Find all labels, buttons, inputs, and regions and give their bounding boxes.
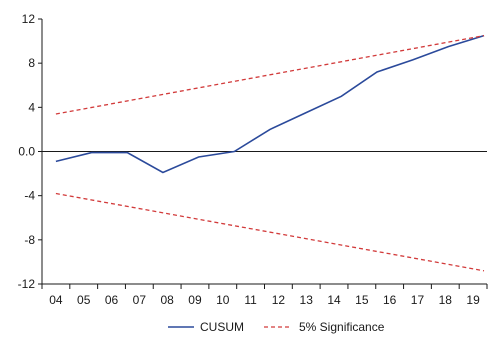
legend-label-cusum: CUSUM [200, 320, 244, 334]
y-tick-label: 12 [22, 12, 36, 26]
y-tick-label: -8 [24, 233, 35, 247]
y-tick-label: 8 [28, 56, 35, 70]
x-tick-label: 07 [133, 293, 147, 307]
x-tick-label: 11 [244, 293, 257, 307]
x-tick-label: 15 [355, 293, 369, 307]
series-line-significance [55, 192, 485, 272]
x-tick-label: 05 [77, 293, 91, 307]
x-tick-label: 06 [105, 293, 119, 307]
x-tick-label: 18 [439, 293, 453, 307]
x-tick-label: 19 [466, 293, 480, 307]
series-line-significance [55, 34, 485, 115]
y-tick-label: 0.0 [18, 145, 35, 159]
series-line-cusum [55, 34, 485, 174]
x-tick-label: 17 [411, 293, 425, 307]
x-tick-label: 04 [49, 293, 63, 307]
series-layer [55, 34, 485, 272]
legend-label-significance: 5% Significance [299, 320, 385, 334]
x-tick-label: 09 [188, 293, 202, 307]
x-tick-label: 13 [300, 293, 314, 307]
y-tick-label: -4 [24, 189, 35, 203]
axes: 12 8 4 0.0 -4 -8 -12 04 05 06 07 08 09 10 11 12 13 14 15 16… [18, 12, 488, 307]
x-tick-label: 14 [327, 293, 341, 307]
x-tick-label: 10 [216, 293, 230, 307]
legend: CUSUM 5% Significance [168, 320, 385, 334]
x-tick-label: 16 [383, 293, 397, 307]
x-tick-label: 08 [160, 293, 174, 307]
x-tick-label: 12 [272, 293, 286, 307]
y-tick-label: -12 [18, 277, 36, 291]
y-tick-label: 4 [28, 100, 35, 114]
